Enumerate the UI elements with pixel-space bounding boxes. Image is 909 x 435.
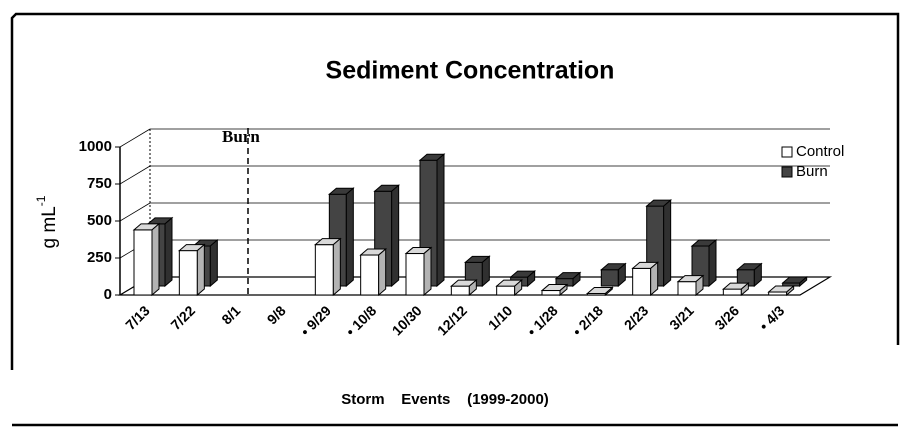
x-tick-label: 7/13 xyxy=(122,302,153,333)
bar xyxy=(177,243,206,297)
bar-side xyxy=(164,216,173,288)
bar-front xyxy=(600,269,619,287)
x-tick-label: • 10/8 xyxy=(343,302,380,339)
y-tick-label: 1000 xyxy=(79,138,112,155)
plot: 0 250 500 750 1000 7/13 7/22 8/1 9/8 • 9/29 • 10/8… xyxy=(79,128,844,339)
bar-front xyxy=(178,250,198,296)
bar xyxy=(735,262,763,288)
bar-side xyxy=(196,243,205,297)
y-label-text: g mL xyxy=(39,206,60,248)
bar-side xyxy=(468,279,477,297)
y-tick-label: 0 xyxy=(104,286,112,303)
x-tick-label: 3/21 xyxy=(666,302,697,333)
x-tick-label: 8/1 xyxy=(218,302,243,327)
bar-side xyxy=(436,153,445,288)
x-tick-label: 3/26 xyxy=(711,302,742,333)
bar-side xyxy=(151,222,160,297)
bar-side xyxy=(799,275,808,288)
bar-side xyxy=(378,247,387,297)
bar-front xyxy=(677,281,697,296)
bar xyxy=(767,284,796,297)
grid-line xyxy=(119,128,151,148)
x-tick-label: 10/30 xyxy=(389,302,425,338)
chart-title: Sediment Concentration xyxy=(326,57,615,85)
bar-side xyxy=(332,237,341,297)
bar-side xyxy=(345,187,354,288)
x-tick-label: • 9/29 xyxy=(297,302,334,339)
bar-front xyxy=(450,285,470,296)
bar-front xyxy=(632,267,652,296)
grid-line xyxy=(119,202,151,222)
bar-front xyxy=(314,244,334,296)
bar-front xyxy=(496,285,516,296)
frame xyxy=(10,12,900,370)
x-tick-label: 12/12 xyxy=(434,302,470,338)
bar-side xyxy=(753,262,762,288)
bar xyxy=(721,281,750,297)
x-tick-label: 1/10 xyxy=(485,302,516,333)
bar-side xyxy=(786,284,795,297)
y-axis-label: g mL-1 xyxy=(34,195,60,248)
y-label-exponent: -1 xyxy=(34,195,48,206)
bar xyxy=(313,237,342,297)
bar-side xyxy=(481,255,490,288)
x-tick-label: • 2/18 xyxy=(569,302,606,339)
x-tick-label: 2/23 xyxy=(621,302,652,333)
bar-side xyxy=(695,274,704,297)
bar-side xyxy=(514,279,523,297)
bar xyxy=(676,274,705,297)
bar-side xyxy=(423,246,432,297)
x-tick-label: 9/8 xyxy=(264,302,289,327)
y-tick-label: 250 xyxy=(87,249,112,266)
bar-side xyxy=(604,286,613,297)
legend-swatch xyxy=(781,166,793,178)
bar xyxy=(132,222,161,297)
bar xyxy=(585,286,614,297)
bar-side xyxy=(559,283,568,297)
bar xyxy=(404,246,433,297)
bar xyxy=(359,247,388,297)
bar xyxy=(540,283,569,297)
x-tick-label: 7/22 xyxy=(167,302,198,333)
x-tick-label: • 4/3 xyxy=(756,302,787,333)
bar xyxy=(463,255,491,288)
bar-side xyxy=(663,198,672,288)
bar-side xyxy=(650,261,659,297)
bar-front xyxy=(360,254,380,296)
bar-front xyxy=(541,290,561,296)
y-tick-label: 500 xyxy=(87,212,112,229)
bar-side xyxy=(527,270,536,288)
bar xyxy=(781,275,809,288)
bar-front xyxy=(133,229,153,296)
bar xyxy=(631,261,660,297)
x-axis-label: Storm Events (1999-2000) xyxy=(341,391,549,408)
bar xyxy=(449,279,478,297)
bar-front xyxy=(722,288,742,296)
bar xyxy=(495,279,524,297)
bar-side xyxy=(708,238,717,288)
grid-line xyxy=(119,165,151,185)
bar-side xyxy=(740,281,749,297)
legend-label: Burn xyxy=(796,163,828,180)
bar-side xyxy=(209,238,218,288)
legend-label: Control xyxy=(796,143,844,160)
legend-swatch xyxy=(781,146,793,158)
bar-side xyxy=(391,184,400,288)
bar xyxy=(554,271,582,288)
annotation: Burn xyxy=(222,127,260,146)
bar-side xyxy=(617,262,626,288)
x-tick-label: • 1/28 xyxy=(524,302,561,339)
bar xyxy=(599,262,627,288)
bar-side xyxy=(572,271,581,288)
bar-front xyxy=(405,253,425,296)
y-tick-label: 750 xyxy=(87,175,112,192)
bar xyxy=(690,238,718,288)
